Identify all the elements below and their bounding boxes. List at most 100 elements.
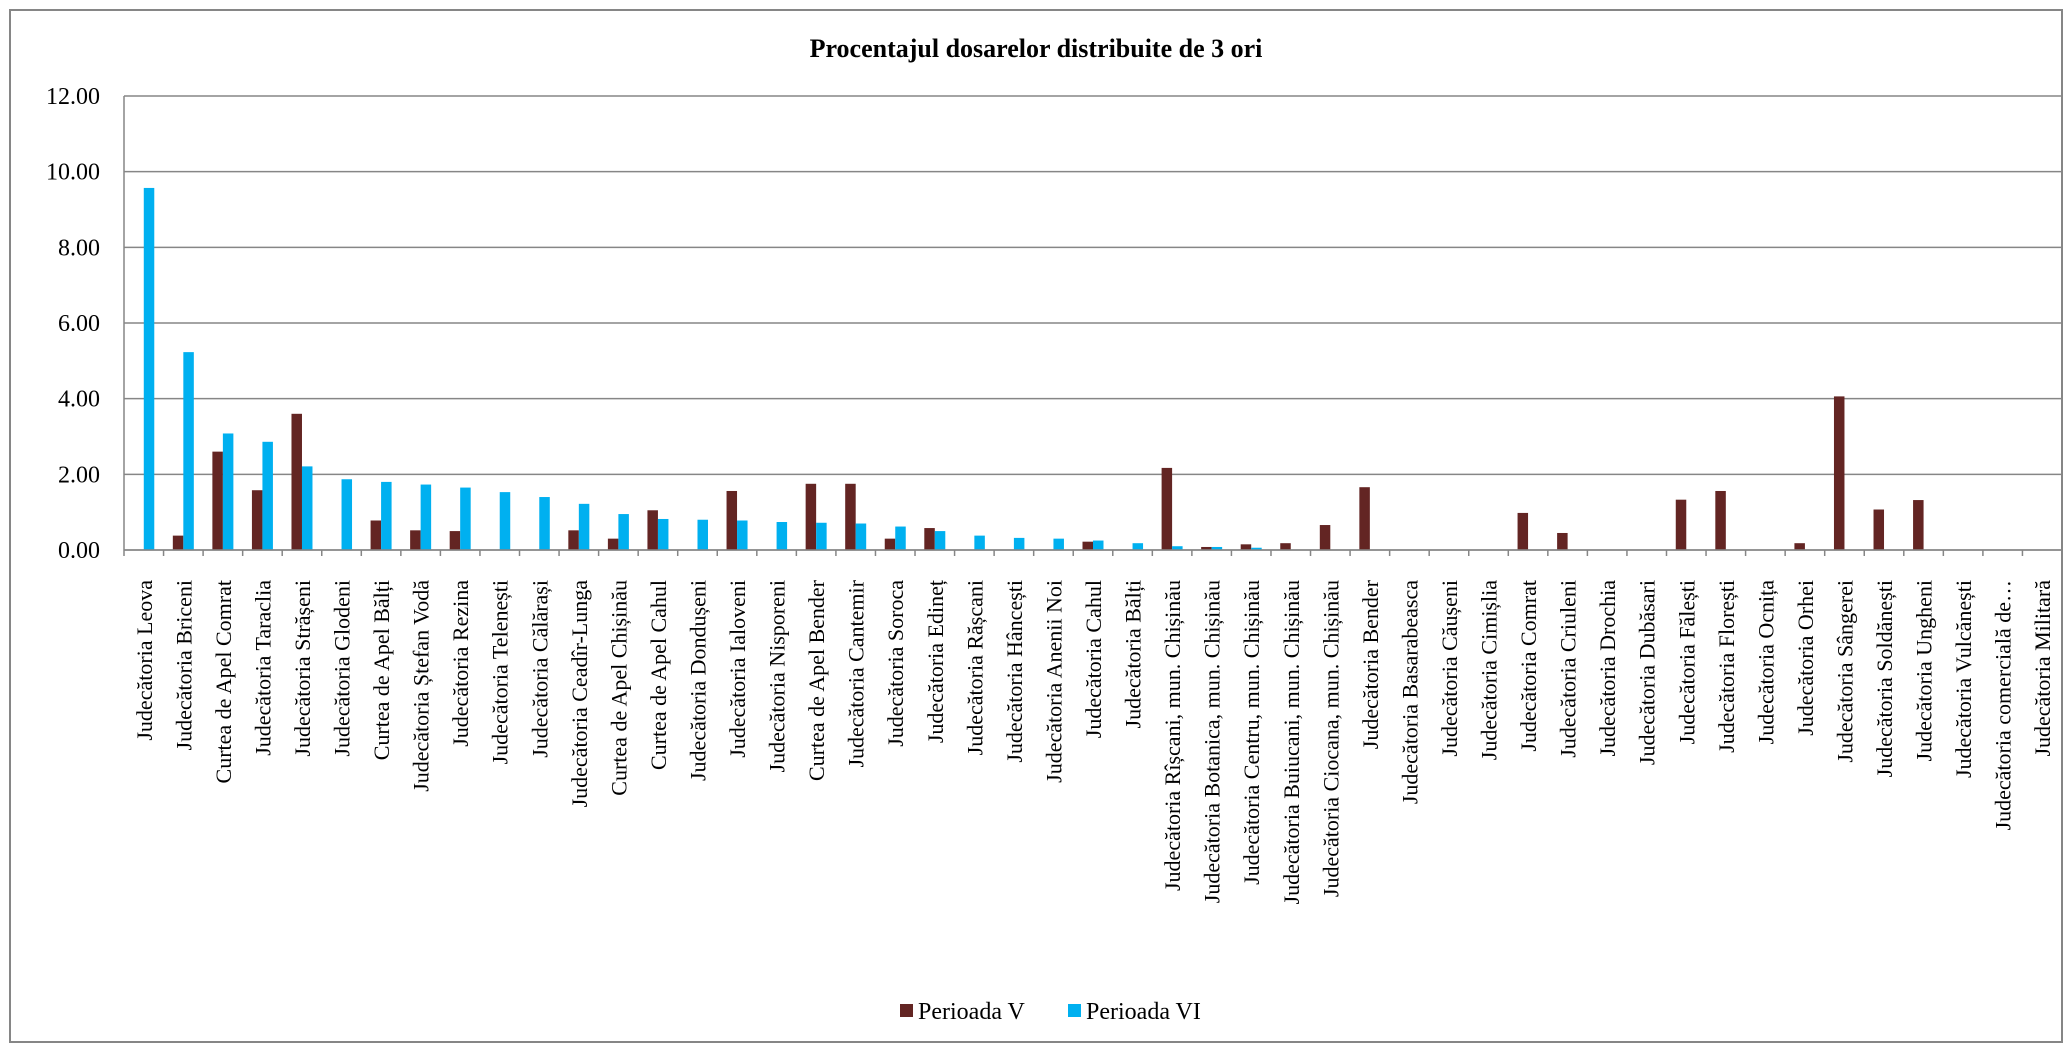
bar-perioada-v bbox=[568, 530, 579, 550]
x-category-label: Judecătoria Glodeni bbox=[330, 580, 355, 757]
bar-perioada-vi bbox=[1211, 546, 1223, 550]
bar-perioada-vi bbox=[578, 503, 590, 550]
bar-perioada-v bbox=[172, 535, 184, 550]
x-category-label: Judecătoria Fălești bbox=[1674, 580, 1699, 744]
x-category-label: Judecătoria Florești bbox=[1714, 580, 1739, 753]
bar-perioada-v bbox=[1517, 512, 1529, 550]
bars bbox=[143, 187, 1924, 550]
bar-perioada-v bbox=[1161, 467, 1173, 550]
bar-perioada-v bbox=[1873, 509, 1885, 550]
bar-perioada-v bbox=[291, 413, 302, 550]
bar-perioada-vi bbox=[816, 522, 827, 550]
legend: Perioada V Perioada VI bbox=[900, 999, 1201, 1025]
bar-perioada-v bbox=[212, 451, 223, 550]
bar-perioada-v bbox=[805, 483, 817, 550]
bar-perioada-vi bbox=[183, 352, 194, 550]
x-category-label: Judecătoria Comrat bbox=[1516, 580, 1541, 752]
legend-label: Perioada VI bbox=[1086, 999, 1201, 1025]
bar-perioada-v bbox=[1794, 543, 1805, 550]
bar-perioada-vi bbox=[737, 520, 748, 550]
x-category-label: Judecătoria Militară bbox=[2030, 580, 2055, 757]
bar-perioada-vi bbox=[1251, 547, 1262, 550]
x-category-label: Judecătoria Dubăsari bbox=[1635, 580, 1660, 765]
bar-perioada-vi bbox=[855, 523, 867, 550]
bar-perioada-v bbox=[1280, 543, 1291, 550]
bar-perioada-vi bbox=[341, 479, 353, 550]
bar-perioada-vi bbox=[420, 484, 432, 550]
bar-perioada-v bbox=[924, 528, 935, 550]
bar-perioada-v bbox=[1833, 396, 1845, 550]
y-tick-label: 4.00 bbox=[58, 387, 100, 413]
x-category-label: Judecătoria Hâncești bbox=[1002, 580, 1027, 763]
x-category-label: Judecătoria Ceadîr-Lunga bbox=[567, 580, 592, 808]
x-category-label: Judecătoria Vulcănești bbox=[1951, 580, 1976, 778]
x-category-label: Judecătoria Rășcani bbox=[962, 580, 987, 755]
x-category-label: Judecătoria Botanica, mun. Chișinău bbox=[1200, 580, 1225, 903]
x-category-label: Curtea de Apel Cahul bbox=[646, 580, 671, 770]
bar-perioada-v bbox=[1675, 499, 1687, 550]
bar-perioada-v bbox=[449, 531, 461, 550]
legend-swatch-perioada-v bbox=[900, 1004, 913, 1017]
y-tick-label: 12.00 bbox=[46, 84, 100, 110]
legend-label: Perioada V bbox=[918, 999, 1026, 1025]
bar-perioada-vi bbox=[1053, 538, 1064, 550]
x-category-label: Judecătoria Sângerei bbox=[1832, 580, 1857, 763]
bar-perioada-vi bbox=[381, 481, 392, 550]
x-category-label: Judecătoria Soldănești bbox=[1872, 580, 1897, 777]
bar-perioada-vi bbox=[618, 514, 629, 550]
bar-perioada-v bbox=[410, 530, 421, 550]
bar-perioada-vi bbox=[499, 492, 511, 550]
chart-border bbox=[9, 9, 2063, 1043]
x-category-label: Judecătoria Ungheni bbox=[1912, 580, 1937, 761]
bar-perioada-v bbox=[1715, 490, 1726, 550]
bar-perioada-v bbox=[647, 510, 658, 550]
x-category-label: Judecătoria Cantemir bbox=[844, 579, 869, 767]
x-category-label: Curtea de Apel Chișinău bbox=[606, 580, 631, 796]
bar-perioada-v bbox=[845, 483, 856, 550]
bar-perioada-v bbox=[1557, 532, 1568, 550]
x-axis: Judecătoria Leova Judecătoria Briceni Curt… bbox=[123, 549, 2063, 904]
bar-perioada-vi bbox=[460, 487, 471, 550]
bar-perioada-v bbox=[1240, 544, 1252, 550]
y-tick-label: 10.00 bbox=[46, 160, 100, 186]
x-category-label: Judecătoria Leova bbox=[132, 580, 157, 741]
bar-perioada-v bbox=[607, 538, 619, 550]
bar-perioada-vi bbox=[1172, 546, 1183, 550]
x-category-label: Curtea de Apel Bălți bbox=[369, 580, 394, 760]
x-category-label: Judecătoria Drochia bbox=[1595, 580, 1620, 757]
x-category-label: Judecătoria Anenii Noi bbox=[1041, 580, 1066, 783]
y-tick-label: 6.00 bbox=[58, 311, 100, 337]
bar-perioada-vi bbox=[1013, 537, 1025, 550]
x-category-label: Judecătoria Călărași bbox=[527, 580, 552, 758]
bar-perioada-vi bbox=[934, 531, 946, 550]
bar-perioada-vi bbox=[974, 535, 985, 550]
x-category-label: Judecătoria Bălți bbox=[1121, 580, 1146, 728]
legend-swatch-perioada-vi bbox=[1068, 1004, 1081, 1017]
x-category-label: Judecătoria Edineț bbox=[923, 580, 948, 743]
x-category-label: Judecătoria Briceni bbox=[171, 580, 196, 750]
x-category-label: Judecătoria Ștefan Vodă bbox=[409, 580, 434, 792]
x-category-label: Judecătoria Basarabeasca bbox=[1397, 580, 1422, 804]
x-category-label: Judecătoria Soroca bbox=[883, 580, 908, 747]
y-tick-label: 0.00 bbox=[58, 538, 100, 564]
x-category-label: Judecătoria Buiucani, mun. Chișinău bbox=[1279, 580, 1304, 904]
x-category-label: Judecătoria Criuleni bbox=[1556, 580, 1581, 758]
x-category-label: Judecătoria Strășeni bbox=[290, 580, 315, 757]
bar-perioada-v bbox=[726, 490, 738, 550]
x-category-label: Judecătoria Bender bbox=[1358, 579, 1383, 749]
x-category-label: Judecătoria Ialoveni bbox=[725, 580, 750, 758]
bar-perioada-vi bbox=[776, 522, 788, 550]
chart-title: Procentajul dosarelor distribuite de 3 o… bbox=[810, 34, 1263, 63]
bar-perioada-v bbox=[1913, 500, 1924, 550]
x-category-label: Judecătoria Taraclia bbox=[250, 580, 275, 756]
bar-perioada-vi bbox=[697, 519, 708, 550]
bar-perioada-v bbox=[1319, 525, 1331, 550]
bar-perioada-v bbox=[1359, 487, 1370, 550]
x-category-label: Judecătoria Căușeni bbox=[1437, 580, 1462, 757]
x-category-label: Judecătoria Rezina bbox=[448, 580, 473, 747]
x-category-label: Curtea de Apel Comrat bbox=[211, 580, 236, 783]
bar-perioada-v bbox=[251, 490, 263, 550]
bar-perioada-vi bbox=[539, 497, 550, 550]
